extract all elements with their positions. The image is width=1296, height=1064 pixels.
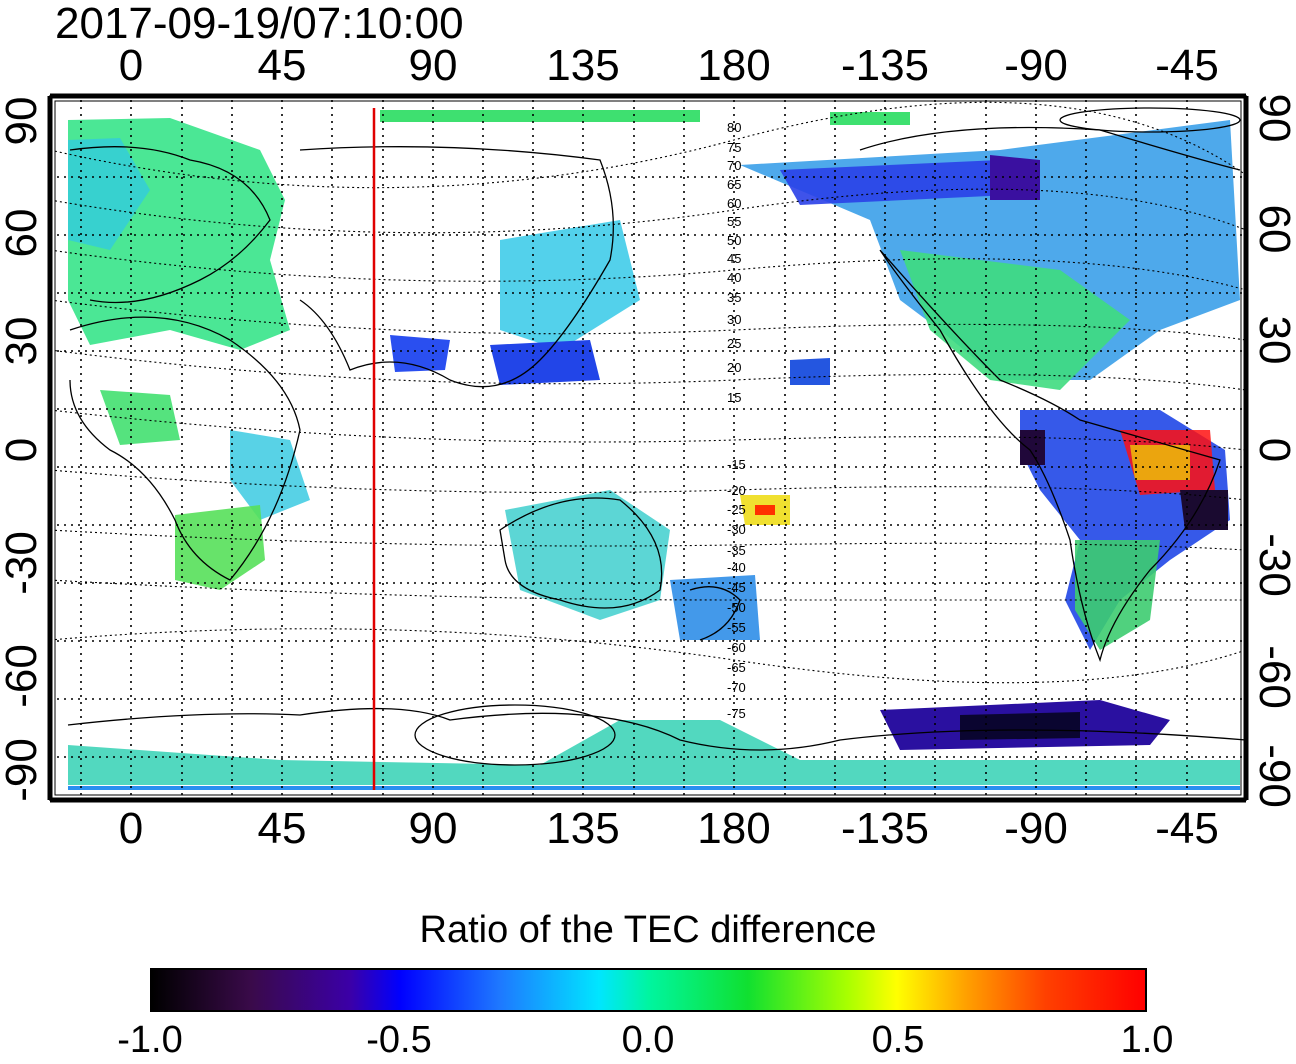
magnetic-latitude-lines xyxy=(49,101,1247,684)
mlat-label: -30 xyxy=(727,522,746,537)
tec-patch xyxy=(68,786,1240,790)
colorbar-title: Ratio of the TEC difference xyxy=(419,909,877,951)
mlat-label: 60 xyxy=(727,196,741,211)
tec-patch xyxy=(490,340,600,385)
mlat-label: 65 xyxy=(727,177,741,192)
coastlines xyxy=(67,107,1247,766)
tec-patch xyxy=(990,155,1040,200)
mlat-label: -60 xyxy=(727,640,746,655)
top-lon-tick: 0 xyxy=(118,41,144,90)
bottom-lon-tick: 135 xyxy=(546,804,620,853)
mlat-label: 40 xyxy=(727,270,741,285)
tec-patch xyxy=(755,505,775,515)
bottom-lon-tick: 180 xyxy=(697,804,771,853)
top-lon-tick: 135 xyxy=(546,41,620,90)
tec-patch xyxy=(380,110,700,122)
bottom-lon-tick: 0 xyxy=(118,804,144,853)
bottom-lon-tick: -45 xyxy=(1155,804,1219,853)
colorbar-tick: 0.0 xyxy=(621,1019,675,1061)
mlat-label: 70 xyxy=(727,158,741,173)
map-timestamp: 2017-09-19/07:10:00 xyxy=(55,0,464,48)
bottom-lon-tick: -90 xyxy=(1004,804,1068,853)
tec-patch xyxy=(830,112,910,125)
mlat-label: 25 xyxy=(727,336,741,351)
tec-patch xyxy=(1180,490,1228,530)
mlat-label: -75 xyxy=(727,706,746,721)
top-lon-tick: -90 xyxy=(1004,41,1068,90)
tec-patch xyxy=(1075,540,1160,650)
tec-patch xyxy=(900,250,1130,390)
bottom-lon-tick: 45 xyxy=(257,804,307,853)
mlat-label: 15 xyxy=(727,390,741,405)
tec-patch xyxy=(1020,430,1045,465)
mlat-label: -40 xyxy=(727,560,746,575)
mlat-label: 50 xyxy=(727,233,741,248)
mlat-label: -15 xyxy=(727,457,746,472)
tec-data-layer xyxy=(68,110,1240,790)
tec-patch xyxy=(230,430,310,520)
tec-patch xyxy=(500,220,640,350)
tec-patch xyxy=(100,390,180,445)
mlat-label: -70 xyxy=(727,680,746,695)
tec-patch xyxy=(670,575,760,640)
colorbar-tick: -1.0 xyxy=(117,1019,183,1061)
bottom-lon-tick: -135 xyxy=(840,804,930,853)
tec-patch xyxy=(175,505,265,590)
mlat-label: -50 xyxy=(727,600,746,615)
top-lon-tick: 90 xyxy=(408,41,458,90)
map-frame xyxy=(47,93,1249,803)
mlat-label: -65 xyxy=(727,660,746,675)
mlat-label: 30 xyxy=(727,312,741,327)
mlat-label: -20 xyxy=(727,483,746,498)
mlat-label: 80 xyxy=(727,120,741,135)
bottom-lon-tick: 90 xyxy=(408,804,458,853)
top-lon-tick: -135 xyxy=(840,41,930,90)
top-lon-tick: 180 xyxy=(697,41,771,90)
mlat-label: 75 xyxy=(727,140,741,155)
mlat-label: -25 xyxy=(727,502,746,517)
colorbar-tick: -0.5 xyxy=(366,1019,432,1061)
mlat-label: 35 xyxy=(727,290,741,305)
top-lon-tick: -45 xyxy=(1155,41,1219,90)
top-lon-tick: 45 xyxy=(257,41,307,90)
colorbar xyxy=(150,968,1147,1012)
mlat-label: 45 xyxy=(727,251,741,266)
mlat-label: -55 xyxy=(727,620,746,635)
tec-patch xyxy=(780,160,1010,205)
mlat-label: 55 xyxy=(727,214,741,229)
tec-patch xyxy=(505,490,670,620)
mlat-label: -35 xyxy=(727,543,746,558)
magnetic-latitude-labels: 80 75 70 65 60 55 50 45 40 35 30 25 20 1… xyxy=(727,120,746,721)
tec-patch xyxy=(960,712,1080,740)
tec-patch xyxy=(790,358,830,385)
tec-patch xyxy=(68,720,1240,785)
mlat-label: 20 xyxy=(727,360,741,375)
colorbar-tick: 1.0 xyxy=(1120,1019,1174,1061)
tec-patch xyxy=(1130,445,1190,480)
colorbar-tick: 0.5 xyxy=(871,1019,925,1061)
mlat-label: -45 xyxy=(727,580,746,595)
